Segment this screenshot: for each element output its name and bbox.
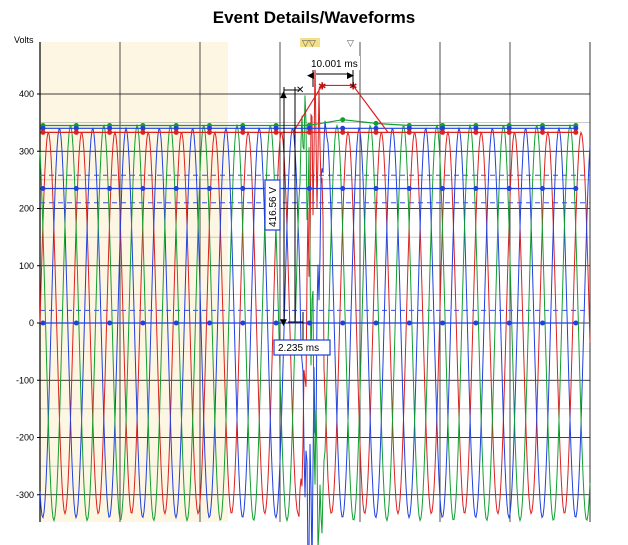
trigger-markers[interactable]: ▽▽ ▽ — [300, 38, 354, 49]
trigger-marker-icon-2: ▽ — [347, 39, 354, 49]
cursor-up-arrow-icon: ▲ — [280, 90, 287, 100]
y-tick-label: 300 — [19, 146, 34, 156]
y-tick-label: -200 — [16, 433, 34, 443]
y-tick-label: -100 — [16, 375, 34, 385]
reference-lines — [40, 174, 590, 311]
peak-c-line — [43, 119, 576, 127]
time-delta-label-bg — [308, 56, 360, 70]
cursor-x-icon: ✕ — [296, 85, 304, 96]
y-ticks: 400 300 200 100 0 -100 -200 -300 — [16, 89, 40, 500]
y-tick-label: 0 — [29, 318, 34, 328]
y-tick-label: 100 — [19, 261, 34, 271]
cursor-down-arrow-icon: ▼ — [280, 318, 287, 328]
arrow-left-icon: ◀ — [307, 71, 314, 81]
event-peak-marker-icon: ✱ — [318, 81, 326, 92]
event-peak-trace — [292, 84, 389, 133]
chart-title: Event Details/Waveforms — [212, 8, 416, 27]
voltage-delta-label-box — [264, 179, 281, 231]
grid — [39, 42, 591, 522]
trigger-marker-icon: ▽▽ — [302, 39, 316, 49]
y-axis-label: Volts — [14, 35, 34, 45]
small-delta-label: 2.235 ms — [278, 343, 319, 354]
small-delta-label-box — [273, 339, 331, 356]
trigger-marker-bg — [300, 38, 320, 47]
y-tick-label: 200 — [19, 204, 34, 214]
voltage-delta-label: 416.56 V — [268, 187, 279, 227]
arrow-right-icon: ▶ — [347, 71, 354, 81]
time-delta-label: 10.001 ms — [311, 59, 358, 70]
waveform-phase_c — [39, 95, 591, 545]
y-tick-label: 400 — [19, 89, 34, 99]
cursor-overlay[interactable]: ✕ ▲ ▼ ◀ ▶ 10.001 ms 416.56 V 2.235 ms — [264, 56, 360, 356]
y-tick-label: -300 — [16, 490, 34, 500]
